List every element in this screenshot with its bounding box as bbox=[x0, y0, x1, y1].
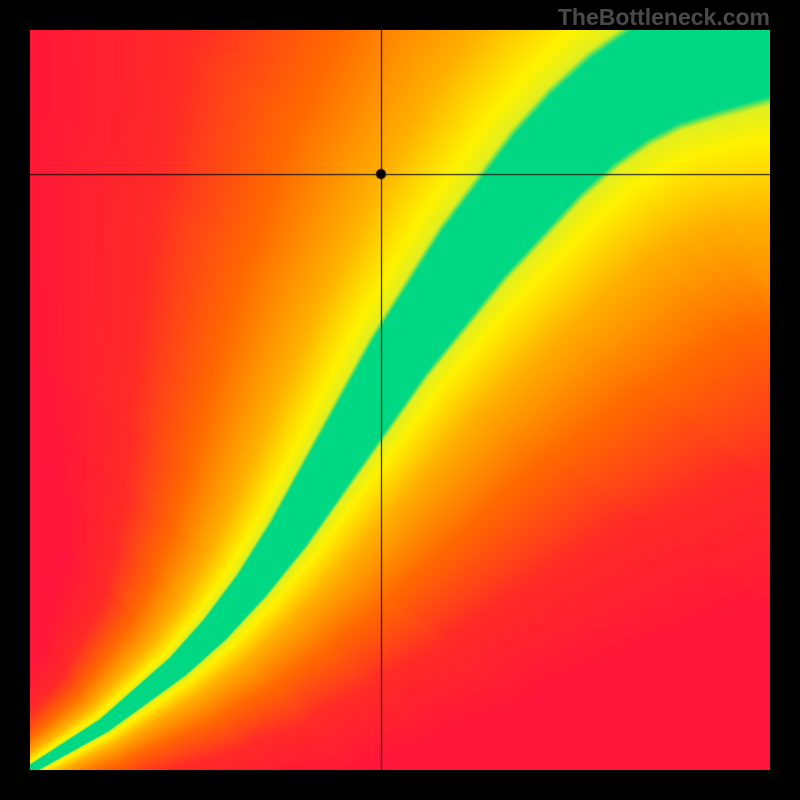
bottleneck-heatmap bbox=[30, 30, 770, 770]
chart-container: TheBottleneck.com bbox=[0, 0, 800, 800]
watermark-text: TheBottleneck.com bbox=[558, 4, 770, 31]
